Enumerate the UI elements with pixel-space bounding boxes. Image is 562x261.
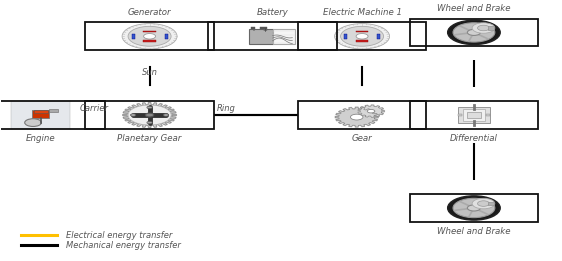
Bar [34,110,48,113]
Bar [410,101,538,129]
Circle shape [147,106,152,109]
Text: Wheel and Brake: Wheel and Brake [437,227,511,236]
Bar [85,87,214,143]
Circle shape [351,114,363,120]
Circle shape [164,114,169,116]
Circle shape [128,26,171,46]
Text: Sun: Sun [142,68,157,77]
Circle shape [341,26,384,46]
Circle shape [146,113,154,117]
Bar [143,40,156,42]
Bar [356,40,368,42]
Circle shape [468,29,481,35]
Bar [0,101,105,129]
Circle shape [468,205,481,211]
Bar [143,31,156,32]
Bar [410,5,538,60]
Circle shape [25,119,42,127]
Polygon shape [123,103,176,127]
Bar [209,9,337,64]
Text: Differential: Differential [450,134,498,144]
Bar [488,202,494,205]
Circle shape [122,23,177,49]
Text: +: + [262,28,267,33]
Circle shape [453,198,495,218]
Circle shape [368,109,375,113]
Polygon shape [358,105,384,117]
Bar [298,101,427,129]
Bar [356,31,368,32]
Bar [132,34,135,39]
Text: Engine: Engine [26,134,55,144]
Text: Planetary Gear: Planetary Gear [117,134,182,144]
Bar [260,27,268,28]
Circle shape [356,33,368,39]
Bar [251,27,255,28]
Bar [165,34,167,39]
Bar [457,107,491,123]
Circle shape [448,196,500,220]
Circle shape [472,23,495,33]
Text: Generator: Generator [128,8,171,17]
Circle shape [334,23,389,49]
Text: Battery: Battery [257,8,288,17]
Bar [85,101,214,129]
Bar [11,101,70,129]
Text: Gear: Gear [352,134,373,144]
Text: Wheel and Brake: Wheel and Brake [437,4,511,13]
Bar [410,87,538,143]
Text: Ring: Ring [217,104,235,113]
Bar [486,114,491,116]
Bar [468,112,481,118]
Bar [33,110,49,118]
Bar [298,9,427,64]
Bar [273,28,295,44]
Circle shape [453,23,495,42]
Bar [85,9,214,64]
Circle shape [144,33,156,39]
Bar [0,87,105,143]
Bar [298,22,427,50]
Bar [463,109,485,121]
Text: Carrier: Carrier [80,104,109,113]
Text: Electrical energy transfer: Electrical energy transfer [66,230,172,240]
Bar [298,87,427,143]
Bar [488,26,494,30]
Bar [344,34,347,39]
Bar [49,109,58,112]
Circle shape [472,198,495,209]
Circle shape [478,25,490,31]
Circle shape [147,121,152,124]
Text: -: - [253,28,255,33]
Bar [250,28,273,44]
Bar [457,114,462,116]
Polygon shape [336,107,378,127]
Bar [410,194,538,222]
Bar [377,34,380,39]
Bar [410,180,538,235]
Bar [209,22,337,50]
Circle shape [448,20,500,45]
Text: Electric Machine 1: Electric Machine 1 [323,8,402,17]
Bar [410,19,538,46]
Circle shape [130,114,136,116]
Bar [85,22,214,50]
Text: Mechanical energy transfer: Mechanical energy transfer [66,241,180,250]
Circle shape [478,201,490,206]
Circle shape [128,105,171,125]
